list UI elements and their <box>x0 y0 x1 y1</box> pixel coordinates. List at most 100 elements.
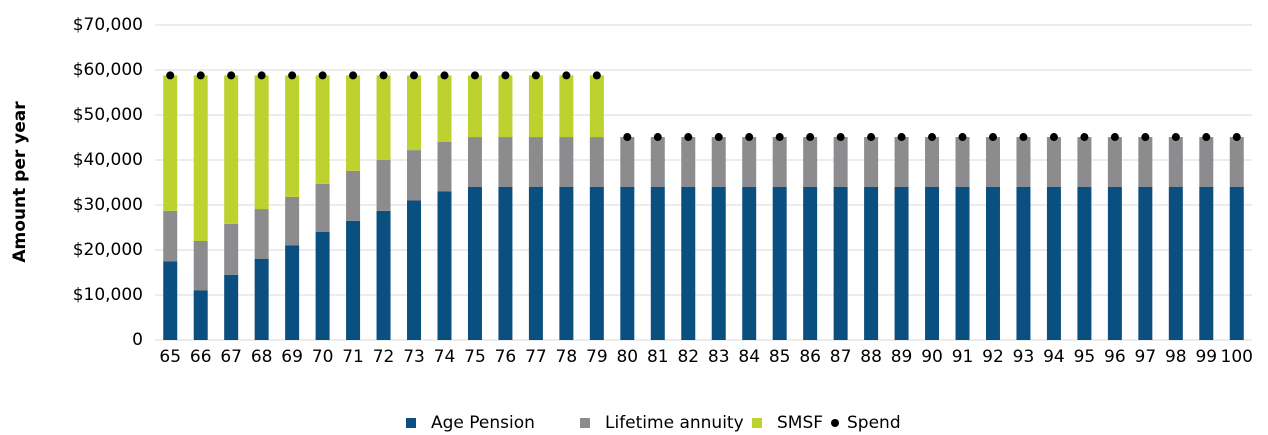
bar-segment <box>315 183 330 232</box>
bar-segment <box>711 137 726 187</box>
y-tick-label: $60,000 <box>73 60 143 80</box>
bar-segment <box>894 137 909 187</box>
spend-dot <box>1049 133 1058 142</box>
bar-segment <box>620 187 635 340</box>
spend-dot <box>379 71 388 80</box>
x-tick-label: 76 <box>495 347 517 367</box>
x-tick-label: 65 <box>159 347 181 367</box>
bar-segment <box>772 137 787 187</box>
spend-dot <box>288 71 297 80</box>
spend-dot <box>745 133 754 142</box>
bar-segment <box>315 75 330 184</box>
bar-segment <box>376 75 391 160</box>
spend-dot <box>714 133 723 142</box>
bar-segment <box>528 137 543 187</box>
bar-segment <box>1046 137 1061 187</box>
legend-label: SMSF <box>777 413 823 433</box>
x-tick-label: 79 <box>586 347 608 367</box>
bar-segment <box>925 137 940 187</box>
x-tick-label: 89 <box>891 347 913 367</box>
y-tick-label: $40,000 <box>73 150 143 170</box>
spend-dot <box>897 133 906 142</box>
bar-segment <box>407 200 422 340</box>
bar-segment <box>407 150 422 201</box>
bar-segment <box>985 137 1000 187</box>
bar-segment <box>955 137 970 187</box>
x-tick-label: 71 <box>342 347 364 367</box>
spend-dot <box>1202 133 1211 142</box>
spend-dot <box>349 71 358 80</box>
bar-segment <box>1107 137 1122 187</box>
x-tick-label: 73 <box>403 347 425 367</box>
spend-dot <box>501 71 510 80</box>
spend-dot <box>1232 133 1241 142</box>
bar-segment <box>1107 187 1122 340</box>
x-tick-label: 75 <box>464 347 486 367</box>
spend-dot <box>806 133 815 142</box>
x-tick-label: 83 <box>708 347 730 367</box>
bar-segment <box>224 274 239 340</box>
bar-segment <box>742 137 757 187</box>
bar-segment <box>193 241 208 291</box>
bar-segment <box>1138 137 1153 187</box>
x-tick-label: 69 <box>281 347 303 367</box>
spend-dot <box>592 71 601 80</box>
bar-segment <box>650 137 665 187</box>
x-tick-label: 82 <box>677 347 699 367</box>
bar-segment <box>254 209 269 259</box>
x-tick-label: 97 <box>1135 347 1157 367</box>
bar-segment <box>1016 137 1031 187</box>
x-tick-label: 85 <box>769 347 791 367</box>
bar-segment <box>498 75 513 138</box>
bar-segment <box>1168 137 1183 187</box>
bar-segment <box>1229 137 1244 187</box>
spend-dot <box>928 133 937 142</box>
spend-dot <box>410 71 419 80</box>
bar-segment <box>559 75 574 138</box>
bar-segment <box>589 137 604 187</box>
spend-dot <box>684 133 693 142</box>
y-tick-label: $50,000 <box>73 105 143 125</box>
x-tick-label: 87 <box>830 347 852 367</box>
bar-segment <box>346 170 361 221</box>
spend-dot <box>1019 133 1028 142</box>
bar-segment <box>437 75 452 142</box>
legend-label: Spend <box>847 413 901 433</box>
legend-label: Lifetime annuity <box>605 413 744 433</box>
spend-dot <box>1080 133 1089 142</box>
bar-segment <box>1199 137 1214 187</box>
spend-dot <box>440 71 449 80</box>
legend-marker <box>831 419 839 427</box>
bar-segment <box>833 187 848 340</box>
spend-dot <box>623 133 632 142</box>
bar-segment <box>559 137 574 187</box>
bar-segment <box>864 187 879 340</box>
spend-dot <box>562 71 571 80</box>
bar-segment <box>772 187 787 340</box>
x-tick-label: 98 <box>1165 347 1187 367</box>
spend-dot <box>1110 133 1119 142</box>
x-tick-label: 67 <box>220 347 242 367</box>
bar-segment <box>285 75 300 197</box>
y-tick-label: $20,000 <box>73 240 143 260</box>
spend-dot <box>227 71 236 80</box>
bar-segment <box>498 187 513 340</box>
spend-dot <box>775 133 784 142</box>
spend-dot <box>166 71 175 80</box>
x-tick-label: 90 <box>921 347 943 367</box>
bar-segment <box>224 75 239 224</box>
bar-segment <box>224 223 239 275</box>
bar-segment <box>1138 187 1153 340</box>
bar-segment <box>833 137 848 187</box>
x-tick-label: 74 <box>434 347 456 367</box>
bar-segment <box>467 75 482 138</box>
x-tick-label: 86 <box>799 347 821 367</box>
bar-segment <box>498 137 513 187</box>
spend-dot <box>531 71 540 80</box>
spend-dot <box>1141 133 1150 142</box>
spend-dot <box>196 71 205 80</box>
x-tick-label: 99 <box>1195 347 1217 367</box>
bar-segment <box>467 137 482 187</box>
bar-segment <box>193 75 208 242</box>
